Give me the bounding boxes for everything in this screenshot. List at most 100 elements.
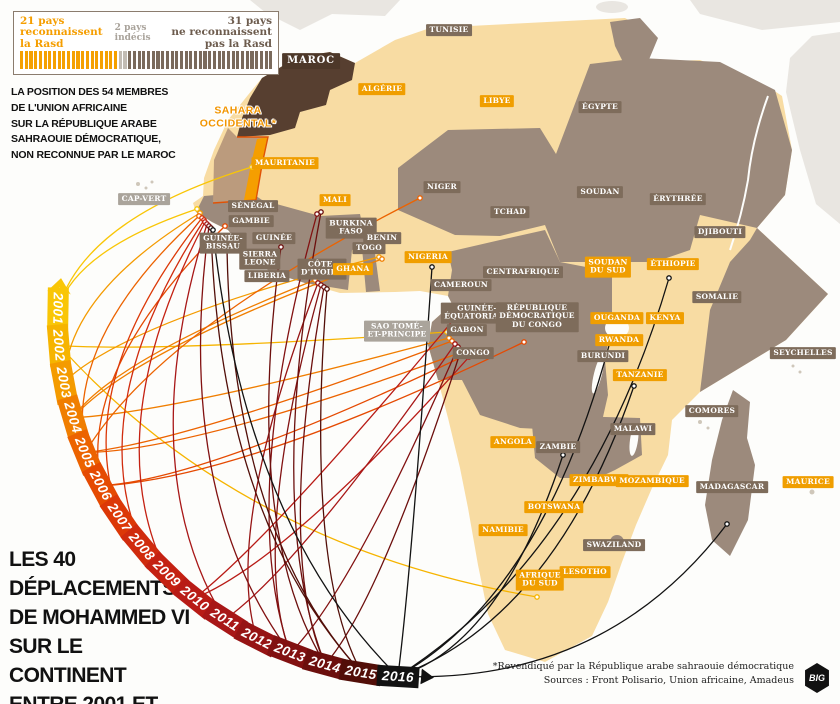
country-label-ghana: GHANA (332, 263, 374, 275)
legend-tick-recognize (81, 51, 85, 69)
country-label-rythr-e: ÉRYTHRÉE (649, 193, 707, 205)
country-label-zimbabwe: ZIMBABWE (569, 474, 629, 486)
country-label-congo: CONGO (452, 347, 494, 359)
trip-line-2009-s-n-gal (138, 221, 206, 575)
legend-tick-not_recognize (132, 51, 136, 69)
trip-endpoint-thiopie (666, 275, 672, 281)
legend-tick-not_recognize (170, 51, 174, 69)
country-label-djibouti: DJIBOUTI (694, 226, 746, 238)
country-label-maroc: MAROC (282, 53, 340, 69)
legend-labels: 21 pays reconnaissent la Rasd 2 pays ind… (20, 15, 272, 50)
legend-tick-not_recognize (179, 51, 184, 69)
legend-tick-recognize (52, 51, 57, 69)
legend-tick-not_recognize (208, 51, 212, 69)
legend-tick-not_recognize (151, 51, 155, 69)
legend-tick-recognize (48, 51, 52, 69)
trip-endpoint-madagascar (724, 521, 730, 527)
trip-line-2016-s-n-gal (212, 229, 399, 677)
legend-tick-recognize (95, 51, 99, 69)
western-sahara-label: SAHARA OCCIDENTAL* (199, 104, 277, 129)
country-label-nigeria: NIGERIA (404, 251, 452, 263)
trip-line-2008-s-n-gal (121, 219, 205, 548)
trip-line-2014-gabon (324, 349, 462, 665)
legend-tick-recognize (104, 51, 108, 69)
legend-tick-not_recognize (217, 51, 221, 69)
legend-tick-not_recognize (128, 51, 132, 69)
other-landmasses (250, 0, 840, 224)
trip-line-2011-gabon (224, 343, 456, 621)
legend-tick-not_recognize (198, 51, 202, 69)
country-label-kenya: KENYA (645, 312, 685, 324)
country-label-malawi: MALAWI (610, 423, 656, 435)
legend-tick-not_recognize (203, 51, 207, 69)
legend-tick-recognize (20, 51, 24, 69)
legend-tick-not_recognize (269, 51, 273, 69)
legend-label-recognize: 21 pays reconnaissent la Rasd (20, 15, 103, 50)
legend-tick-recognize (57, 51, 61, 69)
country-label-cap-vert: CAP-VERT (118, 193, 170, 205)
country-label-rwanda: RWANDA (595, 334, 643, 346)
trip-line-2016-thiopie (397, 277, 670, 677)
trip-line-2006-rd-congo (100, 341, 525, 487)
trip-endpoint-nigeria (429, 264, 435, 270)
big-logo: BIG (805, 663, 829, 693)
legend-tick-not_recognize (264, 51, 268, 69)
country-label-togo: TOGO (352, 242, 386, 254)
country-label-ouganda: OUGANDA (590, 312, 644, 324)
legend-tick-not_recognize (161, 51, 165, 69)
country-label-guin-e-quatoriale: GUINÉE- ÉQUATORIALE (440, 302, 514, 324)
country-label-centrafrique: CENTRAFRIQUE (482, 266, 564, 278)
legend-tick-not_recognize (184, 51, 188, 69)
morocco-shape (237, 52, 355, 137)
country-label-afrique-du-sud: AFRIQUE DU SUD (515, 569, 565, 591)
legend: 21 pays reconnaissent la Rasd 2 pays ind… (13, 11, 279, 75)
trip-line-2013-c-te-d-ivoire (274, 284, 322, 654)
legend-tick-recognize (109, 51, 113, 69)
country-label-burundi: BURUNDI (577, 350, 629, 362)
country-label-guin-e: GUINÉE (252, 232, 296, 244)
country-label-thiopie: ÉTHIOPIE (646, 258, 700, 270)
intro-text: LA POSITION DES 54 MEMBRES DE L'UNION AF… (11, 86, 176, 161)
legend-tick-not_recognize (142, 51, 146, 69)
trip-line-2012-c-te-d-ivoire (247, 282, 319, 639)
country-label-sao-tom-et-principe: SAO TOMÉ- ET-PRINCIPE (364, 320, 430, 342)
country-label-angola: ANGOLA (490, 436, 536, 448)
footnote-sources: *Revendiqué par la République arabe sahr… (492, 661, 794, 687)
legend-tick-recognize (85, 51, 89, 69)
legend-tick-not_recognize (137, 51, 141, 69)
legend-label-not-recognize: 31 pays ne reconnaissent pas la Rasd (171, 15, 272, 50)
country-label-s-n-gal: SÉNÉGAL (228, 200, 278, 212)
country-label-cameroun: CAMEROUN (430, 279, 492, 291)
country-label-madagascar: MADAGASCAR (696, 481, 768, 493)
trip-endpoint-s-n-gal (210, 227, 216, 233)
country-label-sierra-leone: SIERRA LEONE (239, 248, 281, 270)
legend-label-undecided: 2 pays indécis (114, 23, 151, 43)
trip-endpoint-zambie (560, 452, 566, 458)
country-label-zambie: ZAMBIE (536, 441, 580, 453)
trip-line-2006-congo (100, 354, 467, 487)
country-label-namibie: NAMIBIE (478, 524, 528, 536)
trip-endpoint-guin-e (278, 244, 284, 250)
country-label-tunisie: TUNISIE (426, 24, 472, 36)
page-title: LES 40 DÉPLACEMENTS DE MOHAMMED VI SUR L… (9, 548, 190, 704)
country-label-tanzanie: TANZANIE (612, 369, 668, 381)
trip-endpoint-gambie (222, 223, 228, 229)
country-label-mauritanie: MAURITANIE (251, 157, 319, 169)
country-label-swaziland: SWAZILAND (583, 539, 645, 551)
country-label-gambie: GAMBIE (228, 215, 274, 227)
country-label-tchad: TCHAD (490, 206, 530, 218)
country-label-somalie: SOMALIE (692, 291, 742, 303)
trip-line-2005-congo (85, 351, 463, 454)
legend-tick-not_recognize (255, 51, 259, 69)
legend-tick-not_recognize (250, 51, 254, 69)
legend-tick-recognize (90, 51, 94, 69)
country-label-botswana: BOTSWANA (524, 501, 584, 513)
trip-endpoint-rd-congo (521, 339, 527, 345)
country-label-seychelles: SEYCHELLES (769, 347, 837, 359)
country-label-soudan-du-sud: SOUDAN DU SUD (584, 256, 632, 278)
country-label-libye: LIBYE (479, 95, 515, 107)
trip-lines-layer (57, 164, 730, 678)
trip-line-2001-mauritanie (57, 166, 253, 309)
legend-tick-recognize (24, 51, 28, 69)
legend-tick-not_recognize (231, 51, 235, 69)
